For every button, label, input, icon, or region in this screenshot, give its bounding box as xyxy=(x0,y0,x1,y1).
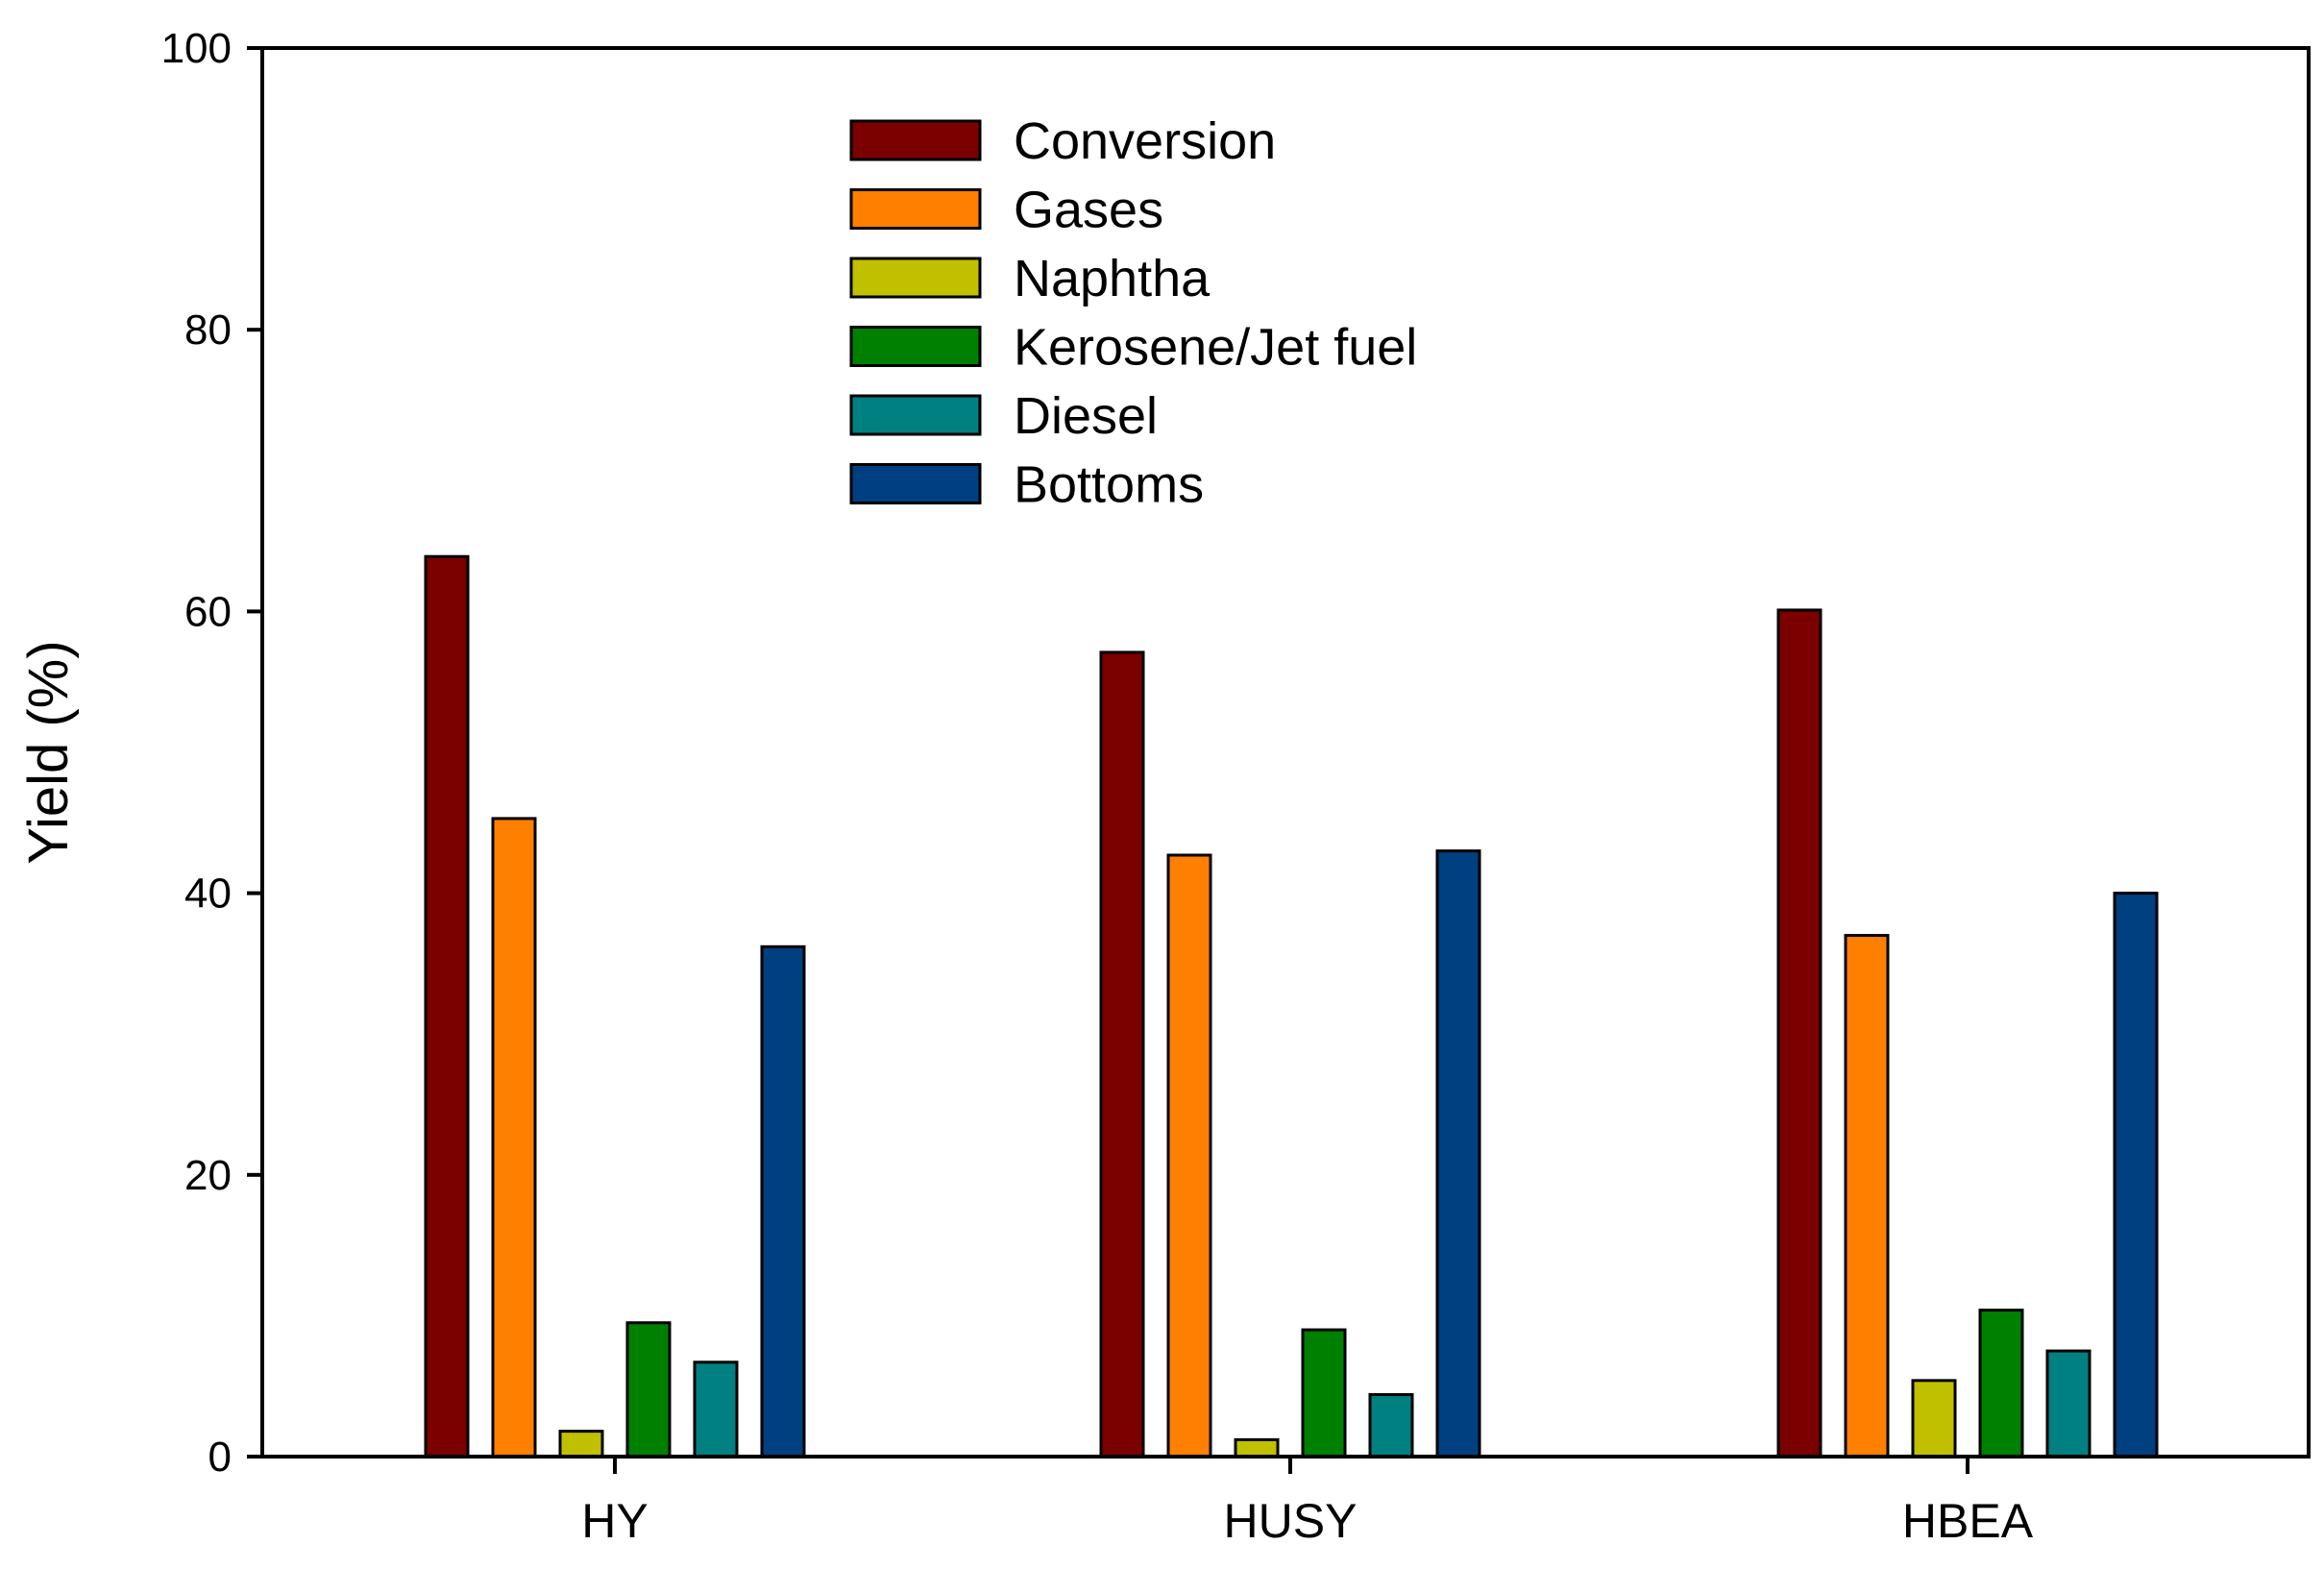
bar-diesel-hbea xyxy=(2045,1349,2092,1459)
y-tick-label: 80 xyxy=(184,306,232,354)
legend-swatch xyxy=(849,257,982,299)
y-tick-label: 20 xyxy=(184,1152,232,1199)
legend-swatch xyxy=(849,119,982,161)
bar-gases-hy xyxy=(491,817,537,1459)
legend-label: Conversion xyxy=(1014,112,1276,170)
x-category-label: HBEA xyxy=(1902,1494,2034,1548)
bar-gases-husy xyxy=(1166,853,1212,1459)
bar-naphtha-hbea xyxy=(1911,1379,1957,1459)
legend-label: Naphtha xyxy=(1014,250,1211,307)
x-axis: HY HUSY HBEA xyxy=(581,1457,2034,1548)
bar-conversion-hbea xyxy=(1776,608,1823,1459)
plot-frame xyxy=(260,46,2311,1459)
bar-gases-hbea xyxy=(1844,934,1890,1459)
legend-swatch xyxy=(849,188,982,230)
legend-swatch xyxy=(849,326,982,367)
y-tick-label: 0 xyxy=(208,1434,232,1481)
x-category-label: HUSY xyxy=(1224,1494,1358,1548)
bar-naphtha-husy xyxy=(1234,1437,1280,1459)
y-tick-label: 100 xyxy=(161,25,232,72)
bar-bottoms-hbea xyxy=(2113,892,2159,1459)
y-tick-label: 40 xyxy=(184,870,232,918)
bar-kerosene-jet-fuel-husy xyxy=(1301,1328,1347,1459)
legend-label: Kerosene/Jet fuel xyxy=(1014,319,1417,377)
bar-bottoms-hy xyxy=(760,944,806,1459)
y-tick-label: 60 xyxy=(184,588,232,635)
bar-kerosene-jet-fuel-hy xyxy=(625,1321,672,1459)
legend-swatch xyxy=(849,463,982,504)
x-category-label: HY xyxy=(581,1494,648,1548)
legend-label: Diesel xyxy=(1014,387,1158,445)
bar-naphtha-hy xyxy=(558,1430,604,1459)
y-axis: 0 20 40 60 80 100 xyxy=(161,25,262,1481)
bars-layer xyxy=(424,554,2159,1459)
legend: Conversion Gases Naphtha Kerosene/Jet fuel D… xyxy=(849,112,1417,514)
bar-diesel-hy xyxy=(693,1361,739,1459)
legend-label: Gases xyxy=(1014,182,1163,239)
legend-label: Bottoms xyxy=(1014,456,1204,514)
bar-bottoms-husy xyxy=(1435,849,1481,1459)
bar-diesel-husy xyxy=(1368,1392,1414,1459)
y-axis-title: Yield (%) xyxy=(17,640,80,864)
bar-conversion-husy xyxy=(1099,650,1145,1459)
bar-conversion-hy xyxy=(424,554,470,1459)
bar-kerosene-jet-fuel-hbea xyxy=(1978,1309,2024,1459)
legend-swatch xyxy=(849,394,982,436)
